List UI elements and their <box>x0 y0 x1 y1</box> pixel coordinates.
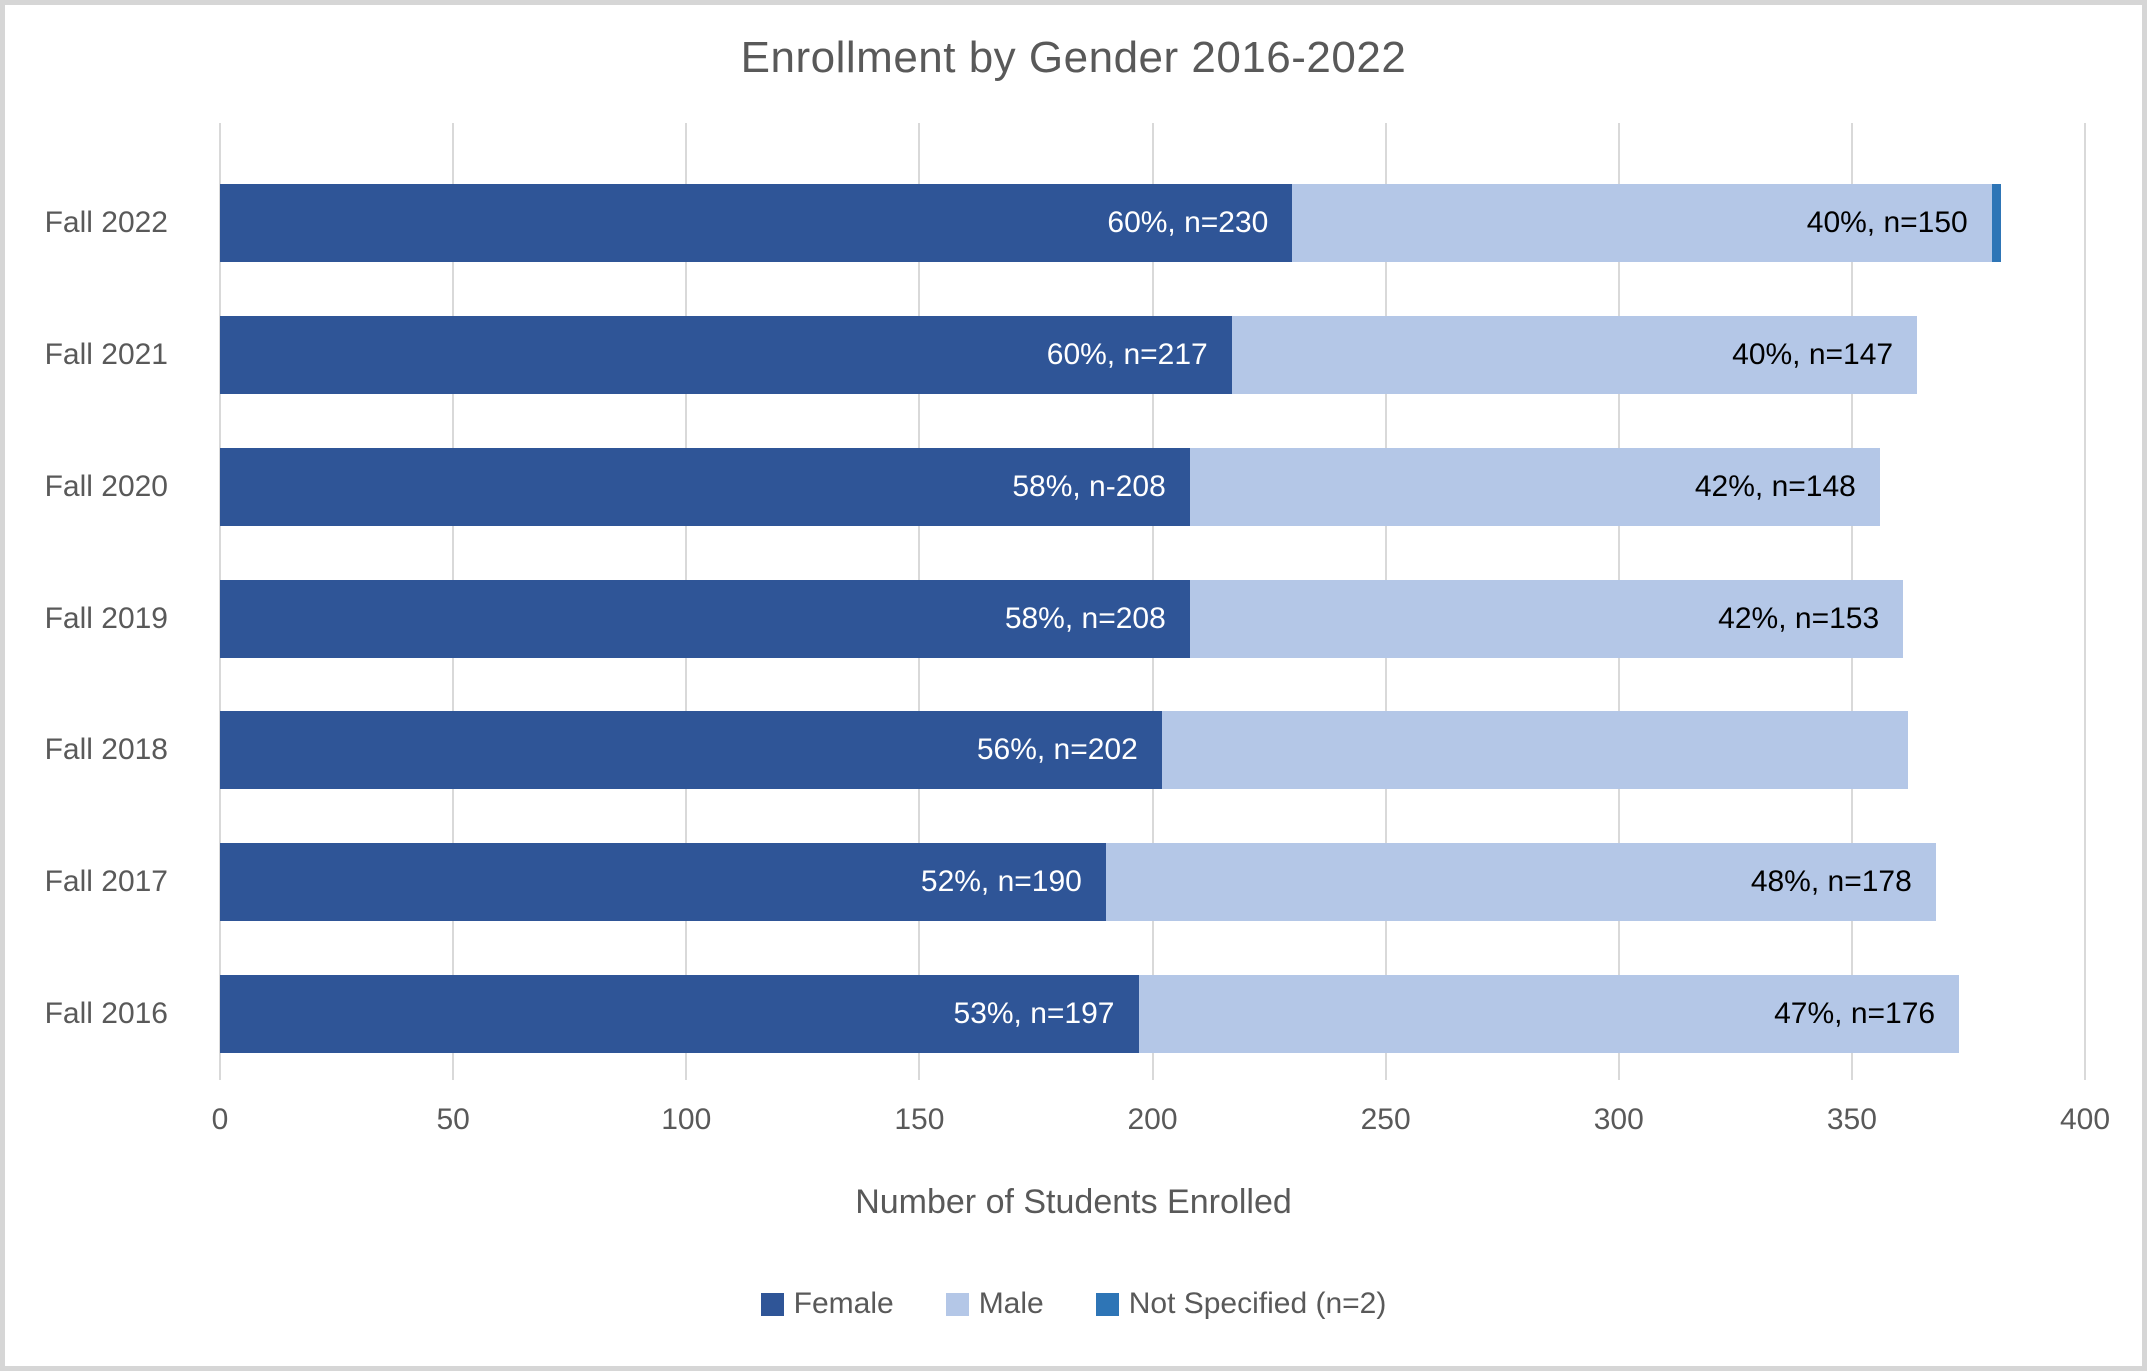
data-label: 52%, n=190 <box>920 865 1082 899</box>
category-label: Fall 2020 <box>44 469 168 503</box>
data-label: 58%, n-208 <box>1012 469 1166 503</box>
legend-label: Female <box>793 1287 894 1320</box>
segment-male: 42%, n=153 <box>1189 579 1904 658</box>
segment-female: 58%, n-208 <box>220 447 1190 526</box>
data-label: 48%, n=178 <box>1750 865 1912 899</box>
legend-swatch-female <box>760 1292 784 1316</box>
segment-female: 58%, n=208 <box>220 579 1190 658</box>
bar-row: Fall 2019 58%, n=208 42%, n=153 <box>45 553 2085 685</box>
data-label: 56%, n=202 <box>976 733 1138 767</box>
bar-row: Fall 2018 56%, n=202 <box>45 684 2085 816</box>
segment-female: 53%, n=197 <box>220 975 1139 1054</box>
category-label: Fall 2018 <box>44 733 168 767</box>
x-tick-label: 300 <box>1593 1103 1644 1136</box>
x-tick-label: 200 <box>1127 1103 1178 1136</box>
data-label: 42%, n=153 <box>1718 601 1880 635</box>
stacked-bar: 58%, n=208 42%, n=153 <box>220 579 2085 658</box>
legend-label: Not Specified (n=2) <box>1128 1287 1387 1320</box>
plot-area: Fall 2022 60%, n=230 40%, n=150 Fall 2021 60… <box>45 123 2086 1080</box>
segment-male: 40%, n=150 <box>1292 183 1992 262</box>
stacked-bar: 60%, n=217 40%, n=147 <box>220 315 2085 394</box>
data-label: 60%, n=217 <box>1046 337 1208 371</box>
segment-female: 60%, n=217 <box>220 315 1232 394</box>
x-tick-label: 50 <box>436 1103 470 1136</box>
data-label: 42%, n=148 <box>1694 469 1856 503</box>
legend: Female Male Not Specified (n=2) <box>5 1287 2142 1321</box>
segment-female: 56%, n=202 <box>220 711 1162 790</box>
stacked-bar: 53%, n=197 47%, n=176 <box>220 975 2085 1054</box>
data-label: 47%, n=176 <box>1774 997 1936 1031</box>
bar-row: Fall 2022 60%, n=230 40%, n=150 <box>45 157 2085 289</box>
legend-label: Male <box>978 1287 1044 1320</box>
category-label: Fall 2016 <box>44 997 168 1031</box>
bar-row: Fall 2021 60%, n=217 40%, n=147 <box>45 289 2085 421</box>
stacked-bar: 52%, n=190 48%, n=178 <box>220 843 2085 922</box>
segment-male <box>1161 711 1908 790</box>
data-label: 40%, n=150 <box>1806 205 1968 239</box>
x-tick-label: 350 <box>1826 1103 1877 1136</box>
stacked-bar: 58%, n-208 42%, n=148 <box>220 447 2085 526</box>
data-label: 40%, n=147 <box>1732 337 1894 371</box>
bar-row: Fall 2016 53%, n=197 47%, n=176 <box>45 948 2085 1080</box>
legend-item: Not Specified (n=2) <box>1095 1287 1387 1321</box>
x-axis-ticks: 0 50 100 150 200 250 300 350 400 <box>212 1103 2110 1143</box>
segment-female: 60%, n=230 <box>220 183 1293 262</box>
bar-rows: Fall 2022 60%, n=230 40%, n=150 Fall 2021 60… <box>45 123 2085 1080</box>
segment-male: 40%, n=147 <box>1231 315 1918 394</box>
category-label: Fall 2022 <box>44 205 168 239</box>
x-tick-label: 150 <box>894 1103 945 1136</box>
bar-row: Fall 2020 58%, n-208 42%, n=148 <box>45 421 2085 553</box>
segment-male: 47%, n=176 <box>1138 975 1960 1054</box>
legend-item: Female <box>760 1287 894 1321</box>
segment-male: 42%, n=148 <box>1189 447 1880 526</box>
chart-title: Enrollment by Gender 2016-2022 <box>740 33 1407 82</box>
stacked-bar: 56%, n=202 <box>220 711 2085 790</box>
segment-not-specified-n-2 <box>1991 183 2002 262</box>
legend-swatch-not-specified-n-2 <box>1095 1292 1119 1316</box>
legend-swatch-male <box>945 1292 969 1316</box>
data-label: 58%, n=208 <box>1004 601 1166 635</box>
x-tick-label: 250 <box>1360 1103 1411 1136</box>
category-label: Fall 2017 <box>44 865 168 899</box>
gridline-400 <box>2084 123 2086 1080</box>
x-tick-label: 0 <box>211 1103 229 1136</box>
segment-male: 48%, n=178 <box>1105 843 1936 922</box>
stacked-bar: 60%, n=230 40%, n=150 <box>220 183 2085 262</box>
x-tick-label: 400 <box>2059 1103 2111 1136</box>
data-label: 60%, n=230 <box>1107 205 1269 239</box>
x-tick-label: 100 <box>661 1103 712 1136</box>
segment-female: 52%, n=190 <box>220 843 1106 922</box>
category-label: Fall 2021 <box>44 337 168 371</box>
legend-item: Male <box>945 1287 1044 1321</box>
x-axis-title: Number of Students Enrolled <box>855 1183 1292 1221</box>
category-label: Fall 2019 <box>44 601 168 635</box>
bar-row: Fall 2017 52%, n=190 48%, n=178 <box>45 816 2085 948</box>
data-label: 53%, n=197 <box>953 997 1115 1031</box>
